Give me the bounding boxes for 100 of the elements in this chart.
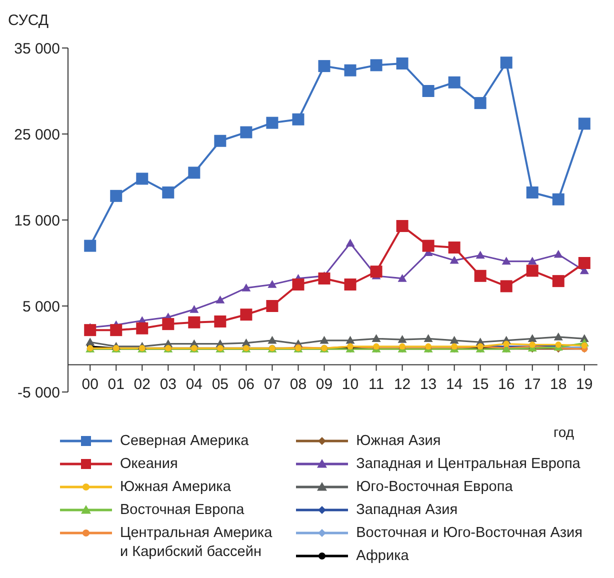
point [448, 76, 460, 88]
x-tick-label: 09 [316, 376, 333, 393]
x-tick-label: 03 [160, 376, 176, 393]
point [136, 322, 148, 334]
x-tick-label: 19 [576, 376, 593, 393]
point [190, 304, 199, 313]
point [240, 308, 252, 321]
x-tick-label: 12 [394, 376, 411, 393]
point [344, 278, 356, 290]
point [474, 270, 486, 282]
y-tick-label: 5 000 [22, 298, 60, 316]
legend-label: Юго-Восточная Европа [356, 478, 513, 497]
x-tick-label: 02 [134, 376, 150, 393]
point [292, 113, 304, 126]
point [266, 300, 278, 312]
point [526, 264, 538, 277]
point [503, 340, 510, 347]
point [398, 274, 407, 282]
point [346, 336, 355, 344]
point [240, 126, 252, 138]
point [318, 60, 330, 72]
x-tick-label: 05 [212, 376, 229, 393]
x-tick-label: 11 [368, 376, 384, 393]
point [320, 336, 329, 344]
point [578, 118, 590, 130]
point [268, 280, 277, 288]
point [214, 315, 226, 328]
point [552, 275, 564, 288]
point [502, 256, 511, 265]
y-axis-title: СУСД [8, 12, 49, 29]
legend-label: Южная Азия [356, 432, 441, 451]
point [110, 190, 122, 202]
y-tick-label: -5 000 [17, 384, 60, 402]
point [84, 324, 96, 336]
legend-label: Центральная Америка и Карибский бассейн [120, 524, 272, 562]
x-tick-label: 10 [342, 376, 359, 393]
point [346, 238, 355, 247]
point [474, 97, 486, 110]
point [450, 336, 459, 344]
point [110, 324, 122, 336]
point [268, 336, 277, 344]
legend-label: Океания [120, 455, 178, 474]
point [554, 332, 563, 340]
point [188, 166, 200, 179]
legend-label: Восточная и Юго-Восточная Азия [356, 524, 582, 543]
y-tick-label: 15 000 [14, 212, 60, 230]
point [188, 316, 200, 328]
point [162, 186, 174, 198]
point [422, 240, 434, 252]
x-axis-title: год [554, 424, 574, 440]
point [318, 272, 330, 284]
x-tick-label: 15 [472, 376, 489, 393]
point [424, 334, 433, 342]
x-tick-label: 06 [238, 376, 255, 393]
point [396, 57, 408, 70]
legend-label: Восточная Европа [120, 501, 244, 520]
point [86, 338, 95, 346]
point [554, 250, 563, 258]
x-tick-label: 16 [498, 376, 515, 393]
point [292, 278, 304, 290]
x-tick-label: 18 [550, 376, 567, 393]
point [526, 186, 538, 198]
point [266, 116, 278, 129]
point [448, 242, 460, 254]
point [422, 85, 434, 97]
point [370, 59, 382, 72]
legend-label: Западная и Центральная Европа [356, 455, 580, 474]
y-tick-label: 35 000 [14, 40, 60, 58]
point [162, 318, 174, 330]
x-tick-label: 04 [186, 376, 203, 393]
x-tick-label: 13 [420, 376, 437, 393]
point [552, 193, 564, 206]
point [500, 56, 512, 69]
y-tick-label: 25 000 [14, 126, 60, 144]
point [344, 64, 356, 76]
point [370, 266, 382, 278]
point [214, 134, 226, 147]
legend-label: Африка [356, 547, 409, 566]
point [528, 334, 537, 342]
point [450, 256, 459, 264]
point [372, 334, 381, 342]
x-tick-label: 17 [524, 376, 541, 393]
x-tick-label: 01 [108, 376, 124, 393]
x-tick-label: 00 [82, 376, 98, 393]
point [216, 295, 225, 304]
point [396, 220, 408, 232]
point [528, 256, 537, 265]
point [500, 280, 512, 292]
x-tick-label: 14 [446, 376, 463, 393]
legend-label: Южная Америка [120, 478, 231, 497]
point [578, 257, 590, 269]
x-tick-label: 08 [290, 376, 307, 393]
x-tick-label: 07 [264, 376, 281, 393]
legend-label: Северная Америка [120, 432, 249, 451]
point [242, 283, 251, 292]
legend-label: Западная Азия [356, 501, 458, 520]
point [84, 240, 96, 252]
point [136, 172, 148, 185]
point [476, 250, 485, 259]
point [398, 335, 407, 343]
